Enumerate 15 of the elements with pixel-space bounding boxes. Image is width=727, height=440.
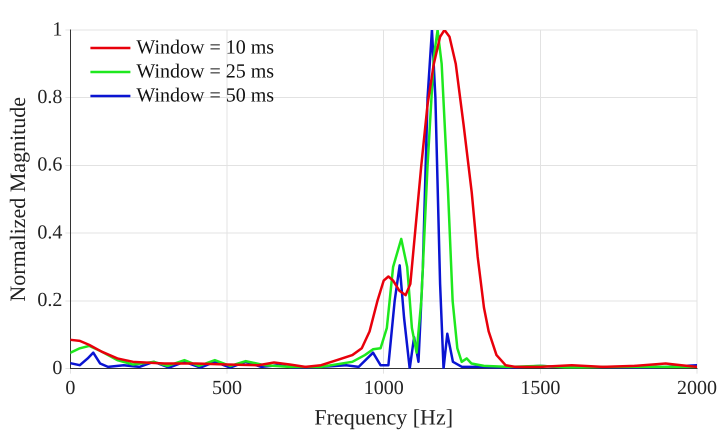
y-tick-label: 0.6 <box>37 154 62 176</box>
legend-label: Window = 10 ms <box>136 36 274 58</box>
legend-label: Window = 50 ms <box>136 84 274 106</box>
y-axis-title: Normalized Magnitude <box>4 96 30 302</box>
y-tick-label: 0.8 <box>37 86 62 108</box>
y-tick-label: 0 <box>52 356 62 379</box>
y-tick-label: 0.4 <box>37 221 62 244</box>
x-axis-title: Frequency [Hz] <box>314 404 454 430</box>
x-tick-label: 2000 <box>677 376 717 399</box>
y-tick-label: 0.2 <box>37 289 62 312</box>
x-tick-label: 1000 <box>364 376 404 399</box>
x-tick-label: 500 <box>212 376 242 399</box>
x-tick-label: 1500 <box>520 376 560 399</box>
legend-label: Window = 25 ms <box>136 60 274 82</box>
y-tick-label: 1 <box>52 18 62 40</box>
